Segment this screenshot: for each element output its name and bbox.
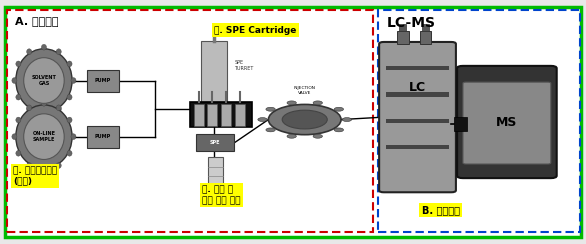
Text: LC-MS: LC-MS bbox=[387, 16, 436, 30]
Ellipse shape bbox=[67, 94, 72, 100]
Circle shape bbox=[258, 118, 267, 122]
Circle shape bbox=[282, 110, 327, 129]
Circle shape bbox=[334, 107, 343, 111]
Bar bbox=[386, 119, 449, 123]
Circle shape bbox=[266, 128, 275, 132]
Text: MS: MS bbox=[496, 115, 517, 129]
Ellipse shape bbox=[71, 78, 76, 83]
Ellipse shape bbox=[26, 105, 32, 111]
Bar bbox=[386, 92, 449, 97]
Ellipse shape bbox=[56, 105, 62, 111]
Text: A. 자체개발: A. 자체개발 bbox=[15, 16, 58, 26]
Ellipse shape bbox=[16, 151, 21, 156]
Ellipse shape bbox=[16, 117, 21, 123]
Circle shape bbox=[334, 128, 343, 132]
Ellipse shape bbox=[56, 49, 62, 54]
FancyBboxPatch shape bbox=[5, 7, 581, 237]
FancyBboxPatch shape bbox=[463, 82, 551, 164]
Ellipse shape bbox=[16, 94, 21, 100]
Ellipse shape bbox=[67, 117, 72, 123]
Ellipse shape bbox=[56, 163, 62, 168]
Ellipse shape bbox=[26, 163, 32, 168]
Ellipse shape bbox=[26, 107, 32, 112]
Circle shape bbox=[266, 107, 275, 111]
FancyBboxPatch shape bbox=[190, 102, 252, 127]
Text: 가. 자동시료주입
(정수): 가. 자동시료주입 (정수) bbox=[13, 166, 57, 185]
Text: PUMP: PUMP bbox=[95, 134, 111, 139]
Text: SPE: SPE bbox=[210, 140, 220, 145]
Text: LC: LC bbox=[409, 81, 426, 94]
Circle shape bbox=[287, 101, 297, 105]
Ellipse shape bbox=[71, 134, 76, 140]
FancyBboxPatch shape bbox=[196, 134, 234, 151]
FancyBboxPatch shape bbox=[379, 42, 456, 192]
Ellipse shape bbox=[67, 61, 72, 67]
Text: SPE
TURRET: SPE TURRET bbox=[234, 61, 254, 71]
FancyBboxPatch shape bbox=[397, 30, 408, 44]
Bar bbox=[454, 117, 467, 131]
Circle shape bbox=[313, 101, 322, 105]
Ellipse shape bbox=[12, 78, 17, 83]
Ellipse shape bbox=[12, 134, 17, 140]
FancyBboxPatch shape bbox=[235, 104, 244, 126]
Text: ON-LINE
SAMPLE: ON-LINE SAMPLE bbox=[32, 131, 56, 142]
Ellipse shape bbox=[56, 107, 62, 112]
Text: PUMP: PUMP bbox=[95, 78, 111, 83]
Ellipse shape bbox=[23, 114, 64, 160]
Bar bbox=[386, 145, 449, 149]
FancyBboxPatch shape bbox=[420, 30, 431, 44]
Text: SOLVENT
GAS: SOLVENT GAS bbox=[32, 75, 56, 86]
Ellipse shape bbox=[16, 105, 72, 168]
FancyBboxPatch shape bbox=[207, 104, 217, 126]
Ellipse shape bbox=[42, 167, 46, 173]
FancyBboxPatch shape bbox=[201, 41, 227, 102]
FancyBboxPatch shape bbox=[194, 104, 203, 126]
Ellipse shape bbox=[67, 151, 72, 156]
Circle shape bbox=[342, 118, 352, 122]
Ellipse shape bbox=[23, 58, 64, 103]
FancyBboxPatch shape bbox=[87, 126, 119, 148]
Text: INJECTION
VALVE: INJECTION VALVE bbox=[294, 86, 316, 95]
Text: B. 제품구입: B. 제품구입 bbox=[422, 205, 460, 215]
Ellipse shape bbox=[42, 111, 46, 117]
FancyBboxPatch shape bbox=[422, 24, 429, 30]
Bar bbox=[386, 66, 449, 70]
FancyBboxPatch shape bbox=[87, 70, 119, 92]
Text: 나. SPE Cartridge: 나. SPE Cartridge bbox=[214, 26, 297, 35]
Ellipse shape bbox=[16, 49, 72, 112]
Circle shape bbox=[287, 134, 297, 138]
FancyBboxPatch shape bbox=[399, 24, 406, 30]
Circle shape bbox=[313, 134, 322, 138]
Ellipse shape bbox=[42, 101, 46, 106]
Ellipse shape bbox=[16, 61, 21, 67]
Circle shape bbox=[268, 104, 341, 135]
FancyBboxPatch shape bbox=[208, 157, 223, 195]
Text: 다. 농축 후
최종 시료 준비: 다. 농축 후 최종 시료 준비 bbox=[202, 185, 241, 205]
Ellipse shape bbox=[42, 44, 46, 50]
FancyBboxPatch shape bbox=[221, 104, 231, 126]
FancyBboxPatch shape bbox=[457, 66, 557, 178]
Ellipse shape bbox=[26, 49, 32, 54]
